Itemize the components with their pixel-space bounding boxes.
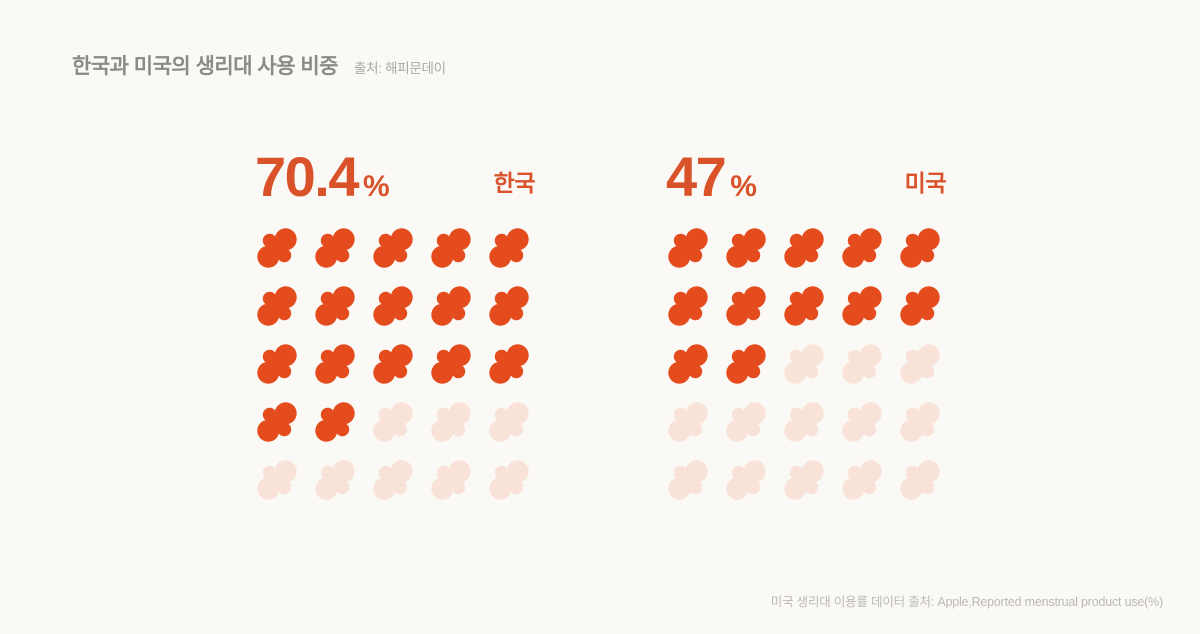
pad-icon-faded [900, 402, 940, 442]
pad-icon [373, 228, 413, 268]
pad-icon [900, 286, 940, 326]
pad-icon [842, 286, 882, 326]
pad-icon [900, 228, 940, 268]
korea-label: 한국 [493, 170, 536, 196]
chart-korea: 70.4 % 한국 [255, 144, 536, 502]
pad-icon [257, 228, 297, 268]
pad-icon-faded [373, 402, 413, 442]
source-note: 출처: 해피문데이 [354, 61, 446, 76]
header: 한국과 미국의 생리대 사용 비중 출처: 해피문데이 [72, 50, 446, 80]
pad-icon [668, 286, 708, 326]
pad-icon [784, 228, 824, 268]
pad-icon [315, 228, 355, 268]
korea-percent-sign: % [363, 169, 390, 203]
chart-usa-head: 47 % 미국 [666, 144, 947, 208]
pad-icon [489, 228, 529, 268]
pad-icon-faded [257, 460, 297, 500]
pad-icon-faded [784, 402, 824, 442]
pad-icon-faded [373, 460, 413, 500]
pad-icon [315, 402, 355, 442]
pad-icon-faded [431, 402, 471, 442]
page-title: 한국과 미국의 생리대 사용 비중 [72, 55, 339, 78]
pad-icon-faded [668, 402, 708, 442]
pad-icon [315, 344, 355, 384]
korea-value-number: 70.4 [255, 144, 360, 208]
pad-icon [257, 286, 297, 326]
pad-icon [668, 228, 708, 268]
pad-icon-faded [900, 344, 940, 384]
usa-value-number: 47 [666, 144, 727, 208]
korea-pictogram-grid [255, 226, 535, 502]
pad-icon-faded [784, 344, 824, 384]
pad-icon [431, 228, 471, 268]
pad-icon-faded [489, 460, 529, 500]
pad-icon [842, 228, 882, 268]
pad-icon [489, 344, 529, 384]
pad-icon [257, 344, 297, 384]
pad-icon [431, 286, 471, 326]
pad-icon [726, 344, 766, 384]
pad-icon-faded [842, 460, 882, 500]
usa-value: 47 % [666, 144, 757, 208]
pad-icon-faded [842, 402, 882, 442]
chart-korea-head: 70.4 % 한국 [255, 144, 536, 208]
usa-percent-sign: % [730, 169, 757, 203]
chart-usa: 47 % 미국 [666, 144, 947, 502]
pad-icon-faded [784, 460, 824, 500]
usa-label: 미국 [904, 170, 947, 196]
pad-icon [784, 286, 824, 326]
usa-pictogram-grid [666, 226, 946, 502]
korea-value: 70.4 % [255, 144, 390, 208]
pad-icon [373, 286, 413, 326]
pad-icon-faded [726, 460, 766, 500]
pad-icon [726, 286, 766, 326]
pad-icon-faded [900, 460, 940, 500]
pad-icon [431, 344, 471, 384]
pad-icon-faded [842, 344, 882, 384]
pad-icon [726, 228, 766, 268]
pad-icon-faded [668, 460, 708, 500]
pad-icon [257, 402, 297, 442]
pad-icon-faded [726, 402, 766, 442]
pad-icon [489, 286, 529, 326]
pad-icon-faded [315, 460, 355, 500]
footer-source-note: 미국 생리대 이용률 데이터 출처: Apple,Reported menstr… [770, 595, 1163, 609]
pad-icon [668, 344, 708, 384]
pad-icon [315, 286, 355, 326]
pad-icon-faded [431, 460, 471, 500]
pad-icon [373, 344, 413, 384]
pad-icon-faded [489, 402, 529, 442]
